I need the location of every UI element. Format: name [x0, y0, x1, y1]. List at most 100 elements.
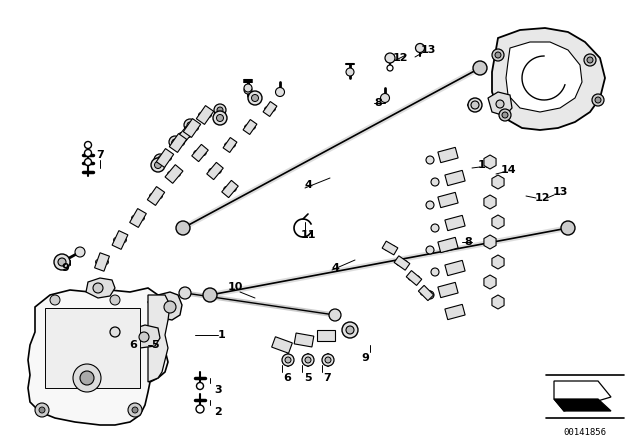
- Polygon shape: [492, 175, 504, 189]
- Circle shape: [244, 125, 249, 129]
- Circle shape: [486, 279, 493, 285]
- Circle shape: [319, 332, 324, 337]
- Circle shape: [179, 141, 184, 146]
- Bar: [438, 147, 458, 163]
- Circle shape: [216, 168, 221, 173]
- Circle shape: [251, 125, 255, 129]
- Circle shape: [448, 220, 453, 225]
- Text: 15: 15: [477, 160, 493, 170]
- Bar: [271, 337, 292, 353]
- Circle shape: [415, 276, 420, 280]
- Circle shape: [271, 107, 275, 111]
- Circle shape: [252, 95, 259, 102]
- Text: 12: 12: [392, 53, 408, 63]
- Circle shape: [387, 65, 393, 71]
- Circle shape: [426, 201, 434, 209]
- Text: 9: 9: [61, 263, 69, 273]
- Circle shape: [495, 298, 502, 306]
- Circle shape: [172, 141, 177, 146]
- Circle shape: [403, 261, 408, 265]
- Circle shape: [346, 326, 354, 334]
- Bar: [445, 304, 465, 319]
- Circle shape: [346, 68, 354, 76]
- Circle shape: [264, 107, 269, 111]
- Circle shape: [502, 112, 508, 118]
- Polygon shape: [488, 92, 512, 116]
- Circle shape: [448, 266, 453, 271]
- Circle shape: [80, 371, 94, 385]
- Circle shape: [450, 288, 455, 293]
- Bar: [156, 149, 173, 168]
- Text: 1: 1: [218, 330, 226, 340]
- Text: 6: 6: [283, 373, 291, 383]
- Circle shape: [450, 242, 455, 247]
- Text: 11: 11: [300, 230, 316, 240]
- Circle shape: [431, 224, 439, 232]
- Circle shape: [495, 219, 502, 225]
- Circle shape: [282, 354, 294, 366]
- Circle shape: [157, 194, 163, 198]
- Polygon shape: [484, 195, 496, 209]
- Circle shape: [75, 247, 85, 257]
- Circle shape: [50, 295, 60, 305]
- Circle shape: [172, 139, 178, 145]
- Bar: [112, 231, 128, 250]
- Bar: [45, 308, 140, 388]
- Text: 13: 13: [420, 45, 436, 55]
- Circle shape: [322, 354, 334, 366]
- Circle shape: [297, 337, 302, 343]
- Circle shape: [128, 403, 142, 417]
- Circle shape: [486, 198, 493, 206]
- Bar: [294, 333, 314, 347]
- Text: 3: 3: [214, 385, 222, 395]
- Circle shape: [448, 176, 453, 181]
- Circle shape: [244, 86, 252, 94]
- Circle shape: [179, 287, 191, 299]
- Text: 7: 7: [96, 150, 104, 160]
- Polygon shape: [484, 235, 496, 249]
- Polygon shape: [554, 399, 611, 411]
- Circle shape: [496, 100, 504, 108]
- Circle shape: [150, 194, 154, 198]
- Bar: [394, 256, 410, 270]
- Circle shape: [486, 159, 493, 165]
- Text: 12: 12: [534, 193, 550, 203]
- Circle shape: [561, 221, 575, 235]
- Bar: [183, 119, 201, 138]
- Polygon shape: [128, 325, 160, 348]
- Circle shape: [248, 91, 262, 105]
- Circle shape: [224, 186, 228, 191]
- Circle shape: [216, 115, 223, 121]
- Circle shape: [175, 172, 180, 177]
- Bar: [95, 253, 109, 271]
- Circle shape: [473, 61, 487, 75]
- Circle shape: [441, 242, 446, 247]
- Bar: [382, 241, 398, 255]
- Circle shape: [214, 104, 226, 116]
- Polygon shape: [492, 255, 504, 269]
- Circle shape: [84, 150, 92, 156]
- Circle shape: [157, 157, 163, 163]
- Circle shape: [306, 337, 311, 343]
- Circle shape: [457, 266, 462, 271]
- Circle shape: [168, 172, 173, 177]
- Circle shape: [194, 151, 199, 155]
- Text: 5: 5: [304, 373, 312, 383]
- Circle shape: [196, 383, 204, 389]
- Polygon shape: [492, 28, 605, 130]
- Bar: [419, 285, 434, 301]
- Circle shape: [193, 125, 198, 130]
- Circle shape: [169, 136, 181, 148]
- Bar: [147, 186, 164, 206]
- Circle shape: [131, 215, 136, 220]
- Circle shape: [328, 332, 333, 337]
- Circle shape: [495, 178, 502, 185]
- Bar: [438, 192, 458, 207]
- Bar: [170, 134, 187, 152]
- Circle shape: [207, 112, 211, 117]
- Text: 8: 8: [374, 98, 382, 108]
- Circle shape: [203, 288, 217, 302]
- Circle shape: [441, 152, 446, 158]
- Circle shape: [441, 198, 446, 202]
- Circle shape: [450, 198, 455, 202]
